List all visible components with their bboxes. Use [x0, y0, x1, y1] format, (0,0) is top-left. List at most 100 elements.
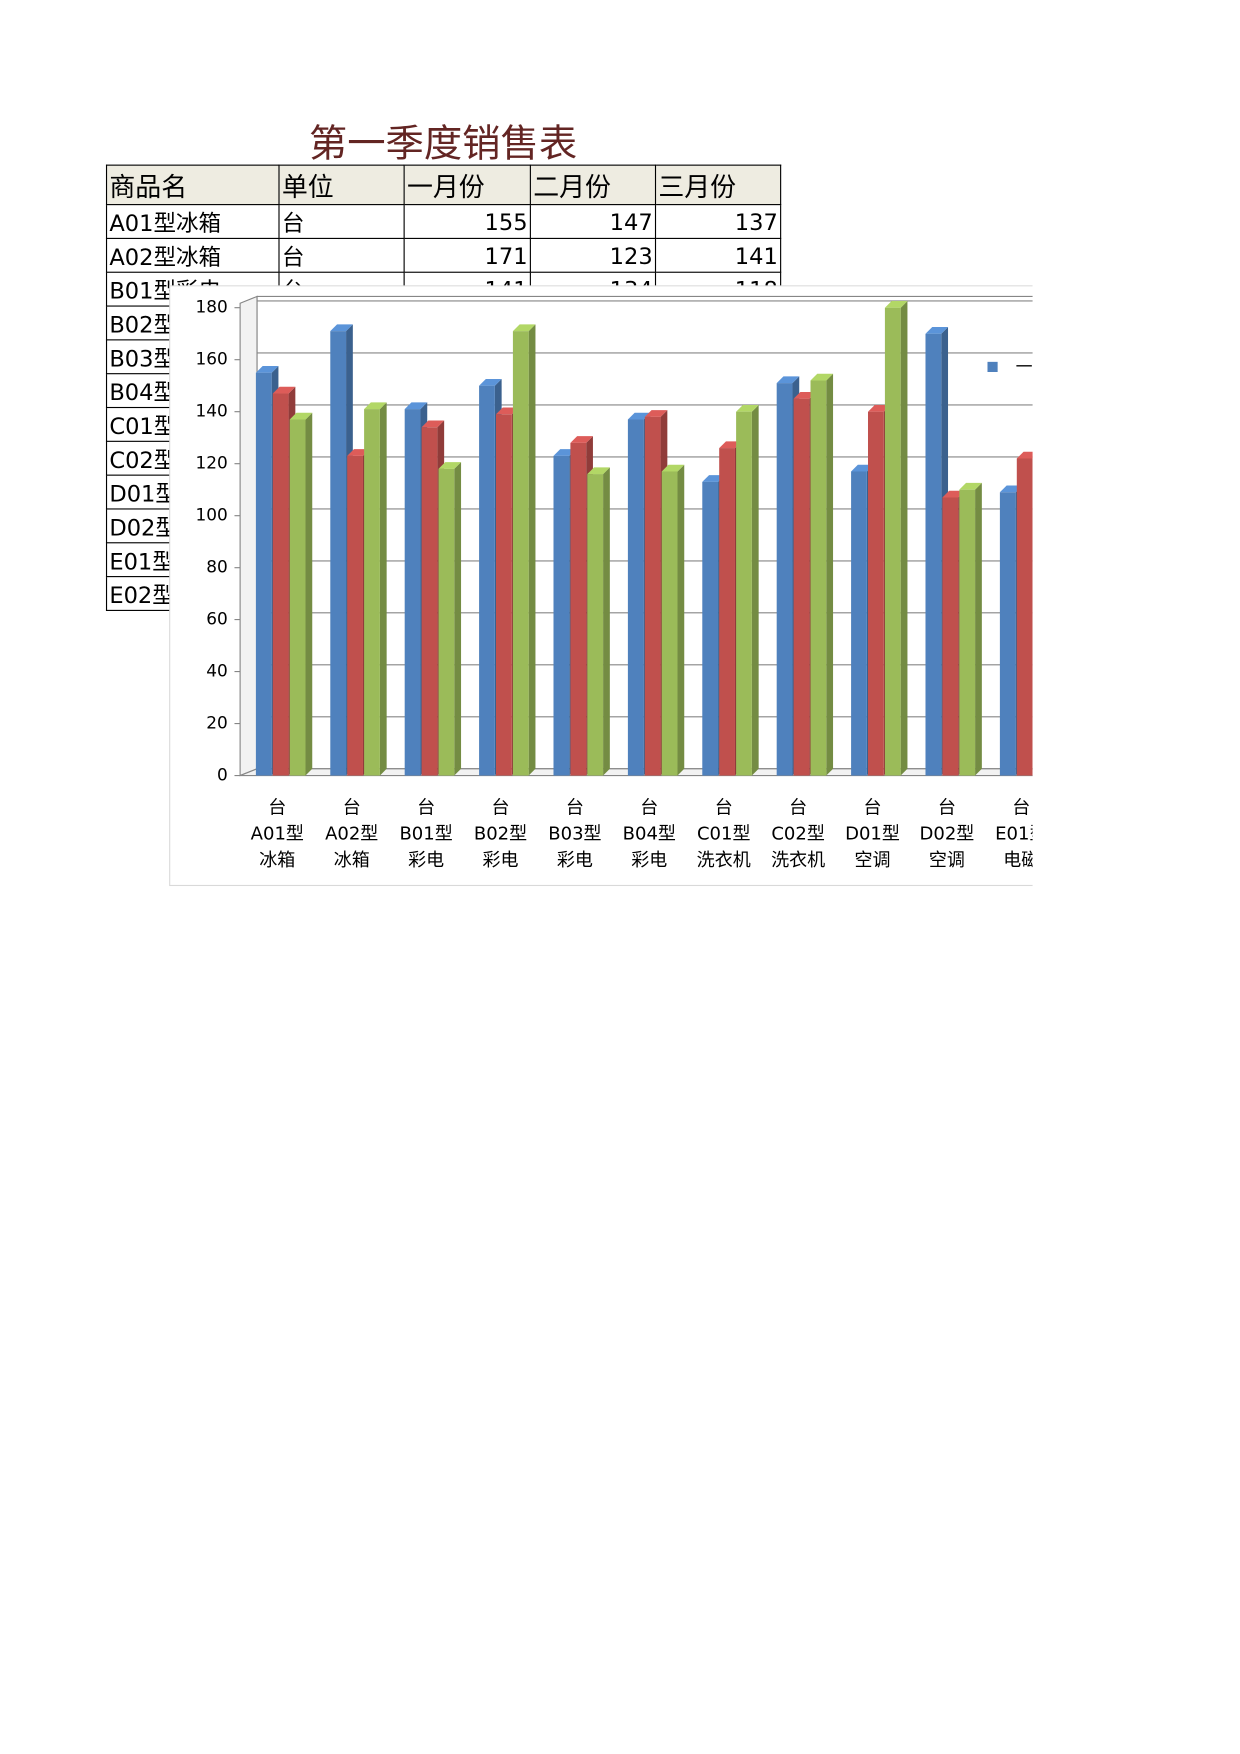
bar-top	[364, 402, 387, 410]
header-cell: 三月份	[654, 164, 782, 206]
bar	[999, 492, 1016, 776]
bar-top	[479, 378, 502, 386]
bar	[851, 471, 867, 776]
bar	[925, 333, 942, 776]
bar	[438, 468, 455, 776]
bar-side	[603, 467, 610, 776]
bar-top	[438, 462, 462, 469]
table-cell: 123	[529, 237, 657, 273]
bar-top	[627, 412, 651, 420]
bar	[942, 497, 959, 776]
legend-swatch	[1100, 362, 1110, 372]
bar	[884, 307, 901, 776]
bar	[793, 398, 810, 776]
x-tick-label: 彩电	[482, 850, 518, 871]
x-tick-label: 台	[492, 797, 510, 818]
y-tick-label: 40	[206, 661, 228, 681]
bar-top	[661, 464, 685, 472]
x-tick-label: 台	[715, 797, 733, 818]
bar-side	[1033, 452, 1040, 776]
bar-side	[826, 373, 834, 776]
bar-top	[867, 404, 891, 412]
x-tick-label: 台	[863, 797, 881, 818]
table-cell: 171	[403, 237, 531, 273]
x-tick-label: 台	[566, 797, 584, 818]
side-wall	[239, 295, 258, 777]
bar	[255, 372, 272, 776]
bar	[661, 471, 678, 776]
x-tick-label: 台	[417, 797, 435, 818]
x-tick-label: 台	[1012, 797, 1030, 818]
bar	[959, 489, 976, 776]
bar	[587, 474, 604, 776]
bar-top	[959, 482, 982, 490]
table-cell: 137	[654, 204, 782, 239]
bar	[1016, 458, 1033, 776]
x-tick-label: E01型	[995, 824, 1047, 845]
bar	[736, 411, 752, 776]
header-row: 商品名 单位 一月份 二月份 三月份	[105, 164, 782, 206]
bar-top	[255, 365, 279, 373]
bar-top	[925, 326, 949, 334]
x-tick-label: B04型	[623, 824, 676, 845]
bar	[404, 409, 421, 776]
table-row: A01型冰箱台 155 147 137	[105, 204, 782, 239]
x-tick-label: 冰箱	[259, 850, 295, 871]
x-tick-label: C02型	[771, 824, 825, 845]
bar	[364, 409, 380, 776]
bar-side	[975, 482, 982, 776]
bar	[512, 331, 529, 776]
bar	[330, 331, 347, 776]
x-tick-label: D01型	[845, 824, 900, 845]
chart: 020406080100120140160180台A01型冰箱台A02型冰箱台B…	[169, 285, 1110, 887]
bar-side	[379, 402, 387, 776]
table-cell: 155	[403, 204, 531, 239]
x-tick-label: 电磁	[1003, 850, 1039, 871]
y-tick-label: 0	[217, 765, 228, 785]
bar-top	[776, 376, 800, 384]
legend-label: 一月份	[1016, 356, 1067, 376]
x-tick-label: B01型	[399, 824, 452, 845]
bar	[421, 427, 438, 776]
bar-top	[495, 407, 519, 415]
bar-top	[736, 404, 759, 412]
x-tick-label: 空调	[854, 850, 890, 871]
x-tick-label: D02型	[920, 824, 975, 845]
bar-top	[512, 324, 536, 332]
bar	[347, 455, 363, 776]
bar-side	[528, 324, 536, 776]
bar-top	[644, 410, 668, 417]
bar-top	[289, 412, 313, 420]
y-tick-label: 180	[195, 297, 227, 317]
bar-top	[330, 324, 353, 332]
bar-side	[751, 404, 759, 776]
bar	[495, 414, 512, 776]
x-tick-label: 空调	[929, 850, 965, 871]
header-cell: 一月份	[403, 164, 531, 206]
bar	[644, 416, 661, 776]
y-tick-label: 60	[206, 609, 228, 629]
legend-swatch	[987, 361, 998, 372]
table-row: A02型冰箱台 171 123 141	[105, 237, 782, 273]
table-cell: A01型冰箱	[105, 204, 280, 239]
bar-top	[404, 402, 428, 410]
table-cell: 141	[654, 237, 782, 273]
x-tick-label: B03型	[548, 824, 601, 845]
x-tick-label: 彩电	[408, 850, 444, 871]
x-tick-label: 彩电	[631, 850, 667, 871]
table-cell: 147	[529, 204, 657, 239]
y-tick-label: 160	[195, 349, 227, 369]
bar-top	[810, 373, 834, 381]
bar	[570, 442, 587, 776]
bar-side	[677, 464, 685, 776]
x-tick-label: A01型	[251, 824, 304, 845]
x-tick-label: 台	[789, 797, 807, 818]
x-tick-label: 彩电	[557, 850, 593, 871]
bar	[776, 383, 793, 776]
bar	[479, 385, 495, 776]
bar-top	[1016, 451, 1033, 459]
table-cell: 台	[278, 204, 405, 239]
x-tick-label: B02型	[474, 824, 527, 845]
